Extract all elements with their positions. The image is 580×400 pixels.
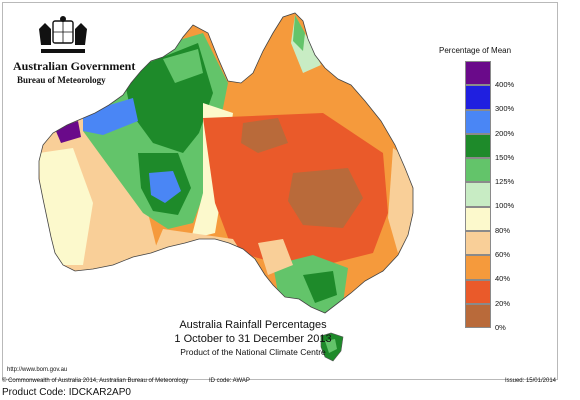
product-code: Product Code: IDCKAR2AP0	[2, 387, 131, 398]
coastline	[38, 12, 414, 314]
legend-swatch	[465, 109, 491, 134]
legend-row: 150%	[465, 133, 557, 162]
legend-label: 60%	[495, 250, 511, 260]
legend-label: 100%	[495, 201, 515, 211]
legend-swatch	[465, 61, 491, 86]
legend-row: 400%	[465, 61, 557, 89]
bureau-name: Bureau of Meteorology	[17, 75, 106, 85]
legend-swatch	[465, 303, 491, 329]
legend-row: 200%	[465, 109, 557, 138]
footer: © Commonwealth of Australia 2014, Austra…	[2, 376, 558, 386]
map-title: Australia Rainfall Percentages	[179, 319, 327, 331]
government-title: Australian Government	[13, 59, 136, 73]
coat-of-arms-logo	[39, 16, 87, 53]
legend-swatch	[465, 85, 491, 110]
tasmania-inner	[325, 339, 337, 353]
legend-swatch	[465, 133, 491, 159]
legend-row: 100%	[465, 182, 557, 210]
legend-row: 0%	[465, 303, 557, 332]
legend-swatch	[465, 231, 491, 256]
legend-row: 40%	[465, 255, 557, 283]
legend-row: 20%	[465, 279, 557, 308]
legend-swatch	[465, 255, 491, 280]
map-period: 1 October to 31 December 2013	[174, 333, 332, 345]
legend-title: Percentage of Mean	[439, 46, 512, 55]
legend-label: 0%	[495, 322, 506, 332]
copyright-text: © Commonwealth of Australia 2014, Austra…	[2, 378, 189, 384]
map-product-line: Product of the National Climate Centre	[180, 347, 326, 357]
legend-label: 400%	[495, 80, 515, 89]
legend-label: 300%	[495, 104, 515, 114]
legend-label: 80%	[495, 225, 511, 235]
legend-label: 200%	[495, 128, 515, 138]
legend-swatch	[465, 182, 491, 207]
legend-row: 300%	[465, 85, 557, 113]
legend-label: 40%	[495, 274, 511, 284]
legend-row: 80%	[465, 206, 557, 235]
legend-swatch	[465, 206, 491, 232]
legend-label: 150%	[495, 152, 515, 162]
bom-url: http://www.bom.gov.au	[7, 367, 68, 373]
legend-row: 60%	[465, 231, 557, 259]
issued-date: Issued: 15/01/2014	[504, 378, 556, 384]
rainfall-map	[38, 12, 414, 362]
legend-label: 125%	[495, 177, 515, 187]
id-code: ID code: AWAP	[209, 378, 250, 384]
legend-swatch	[465, 279, 491, 304]
legend-swatch	[465, 158, 491, 183]
legend-row: 125%	[465, 158, 557, 186]
map-titles: Australia Rainfall Percentages 1 October…	[63, 318, 443, 358]
map-frame: Australian Government Bureau of Meteorol…	[2, 2, 558, 380]
legend: 400% 300% 200% 150% 125% 100% 80% 60% 40% 20% 0%	[465, 61, 557, 332]
legend-label: 20%	[495, 298, 511, 308]
